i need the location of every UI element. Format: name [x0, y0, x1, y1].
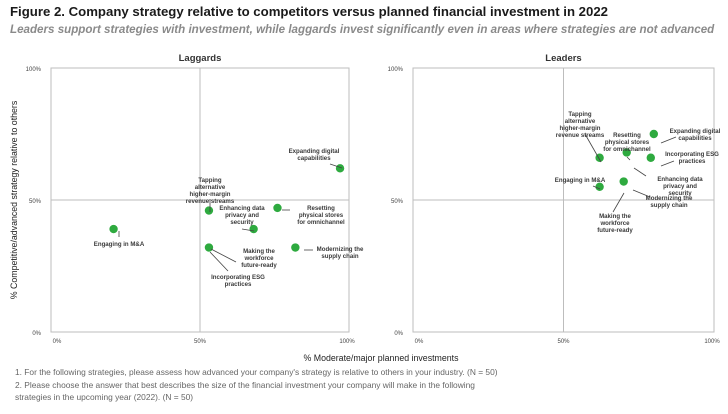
figure-subtitle: Leaders support strategies with investme…: [10, 23, 715, 36]
point-label: Enhancing data privacy and security: [219, 205, 265, 226]
point-label: Resetting physical stores for omnichannel: [603, 132, 651, 153]
y-axis-label: % Competitive/advanced strategy relative…: [9, 100, 19, 299]
data-point: [619, 177, 628, 186]
leader-line: [584, 133, 602, 163]
leader-line: [329, 163, 343, 169]
point-label: Incorporating ESG practices: [211, 274, 265, 288]
point-label: Expanding digital capabilities: [670, 128, 721, 142]
leader-line: [241, 228, 255, 232]
y-tick-label: 0%: [32, 331, 41, 337]
data-point: [204, 206, 214, 215]
x-tick-label: 100%: [339, 339, 355, 345]
point-label: Enhancing data privacy and security: [657, 176, 703, 197]
data-point: [109, 224, 118, 234]
y-tick-label: 0%: [394, 331, 403, 337]
data-point: [291, 243, 300, 252]
footnote-1: 1. For the following strategies, please …: [15, 367, 498, 377]
point-label: Making the workforce future-ready: [241, 248, 277, 269]
data-point: [646, 153, 655, 162]
point-label: Incorporating ESG practices: [665, 151, 719, 165]
leader-line: [633, 167, 647, 177]
point-label: Modernizing the supply chain: [317, 246, 364, 260]
leader-line: [626, 156, 631, 161]
leader-line: [660, 160, 675, 167]
data-point: [595, 182, 604, 191]
data-point: [649, 129, 658, 139]
leader-line: [612, 192, 625, 213]
x-tick-label: 0%: [53, 339, 62, 345]
point-label: Engaging in M&A: [555, 177, 606, 184]
point-label: Engaging in M&A: [94, 241, 145, 248]
x-tick-label: 100%: [704, 339, 720, 345]
footnote-2: 2. Please choose the answer that best de…: [15, 380, 475, 390]
x-axis-label: % Moderate/major planned investments: [303, 353, 459, 363]
x-tick-label: 50%: [557, 339, 570, 345]
data-point: [622, 148, 631, 157]
y-tick-label: 50%: [29, 199, 42, 205]
point-label: Expanding digital capabilities: [289, 148, 340, 162]
leader-line: [210, 248, 237, 263]
x-tick-label: 0%: [415, 339, 424, 345]
footnote-3: strategies in the upcoming year (2022). …: [15, 392, 194, 402]
leader-line: [592, 185, 601, 190]
point-label: Making the workforce future-ready: [597, 213, 633, 234]
leader-line: [660, 136, 677, 144]
x-tick-label: 50%: [194, 339, 207, 345]
point-label: Resetting physical stores for omnichannel: [297, 205, 345, 226]
panel-title: Laggards: [179, 53, 222, 64]
point-label: Tapping alternative higher-margin revenue s…: [186, 177, 235, 205]
data-point: [249, 224, 258, 234]
data-point: [335, 164, 345, 173]
point-label: Tapping alternative higher-margin revenue s…: [556, 111, 605, 139]
y-tick-label: 100%: [26, 67, 42, 73]
leader-line: [632, 189, 651, 198]
y-tick-label: 100%: [388, 67, 404, 73]
y-tick-label: 50%: [391, 199, 404, 205]
data-point: [273, 203, 282, 213]
leader-line: [209, 251, 229, 272]
data-point: [204, 243, 214, 252]
panel-title: Leaders: [545, 53, 581, 64]
figure-title: Figure 2. Company strategy relative to c…: [10, 4, 609, 19]
point-label: Modernizing the supply chain: [646, 195, 693, 209]
